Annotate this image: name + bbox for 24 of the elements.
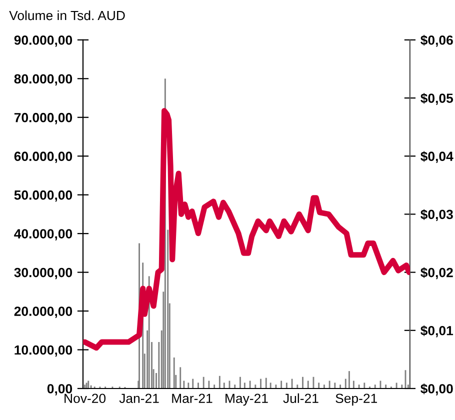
y-axis-title: Volume in Tsd. AUD [9,10,125,20]
y2-tick-label: $0,04 [420,151,454,163]
y-tick-label: 40.000,00 [14,229,72,240]
y-tick-label: 10.000,00 [14,345,72,357]
x-tick-label: Nov-20 [64,394,106,404]
y-tick-label: 70.000,00 [14,112,72,124]
y2-tick-label: $0,03 [420,209,453,222]
y2-tick-label: $0,01 [420,325,454,338]
y-tick-label: 90.000,00 [14,35,72,47]
x-tick-label: Mar-21 [172,394,212,404]
x-tick-label: Jul-21 [283,393,318,404]
y2-tick-label: $0,05 [420,92,454,105]
y2-tick-label: $0,06 [420,34,453,47]
x-tick-label: Sep-21 [336,394,377,406]
y-tick-label: 80.000,00 [14,74,72,86]
y-tick-label: 60.000,00 [14,152,72,163]
y-tick-label: 30.000,00 [14,268,72,280]
x-tick-label: Jan-21 [119,394,159,404]
x-tick-label: May-21 [226,394,268,406]
y-tick-label: 0,00 [47,384,72,396]
y-tick-label: 50.000,00 [14,190,72,202]
y2-tick-label: $0,02 [420,267,453,280]
y-tick-label: 20.000,00 [14,306,72,318]
y2-tick-label: $0,00 [420,383,453,396]
